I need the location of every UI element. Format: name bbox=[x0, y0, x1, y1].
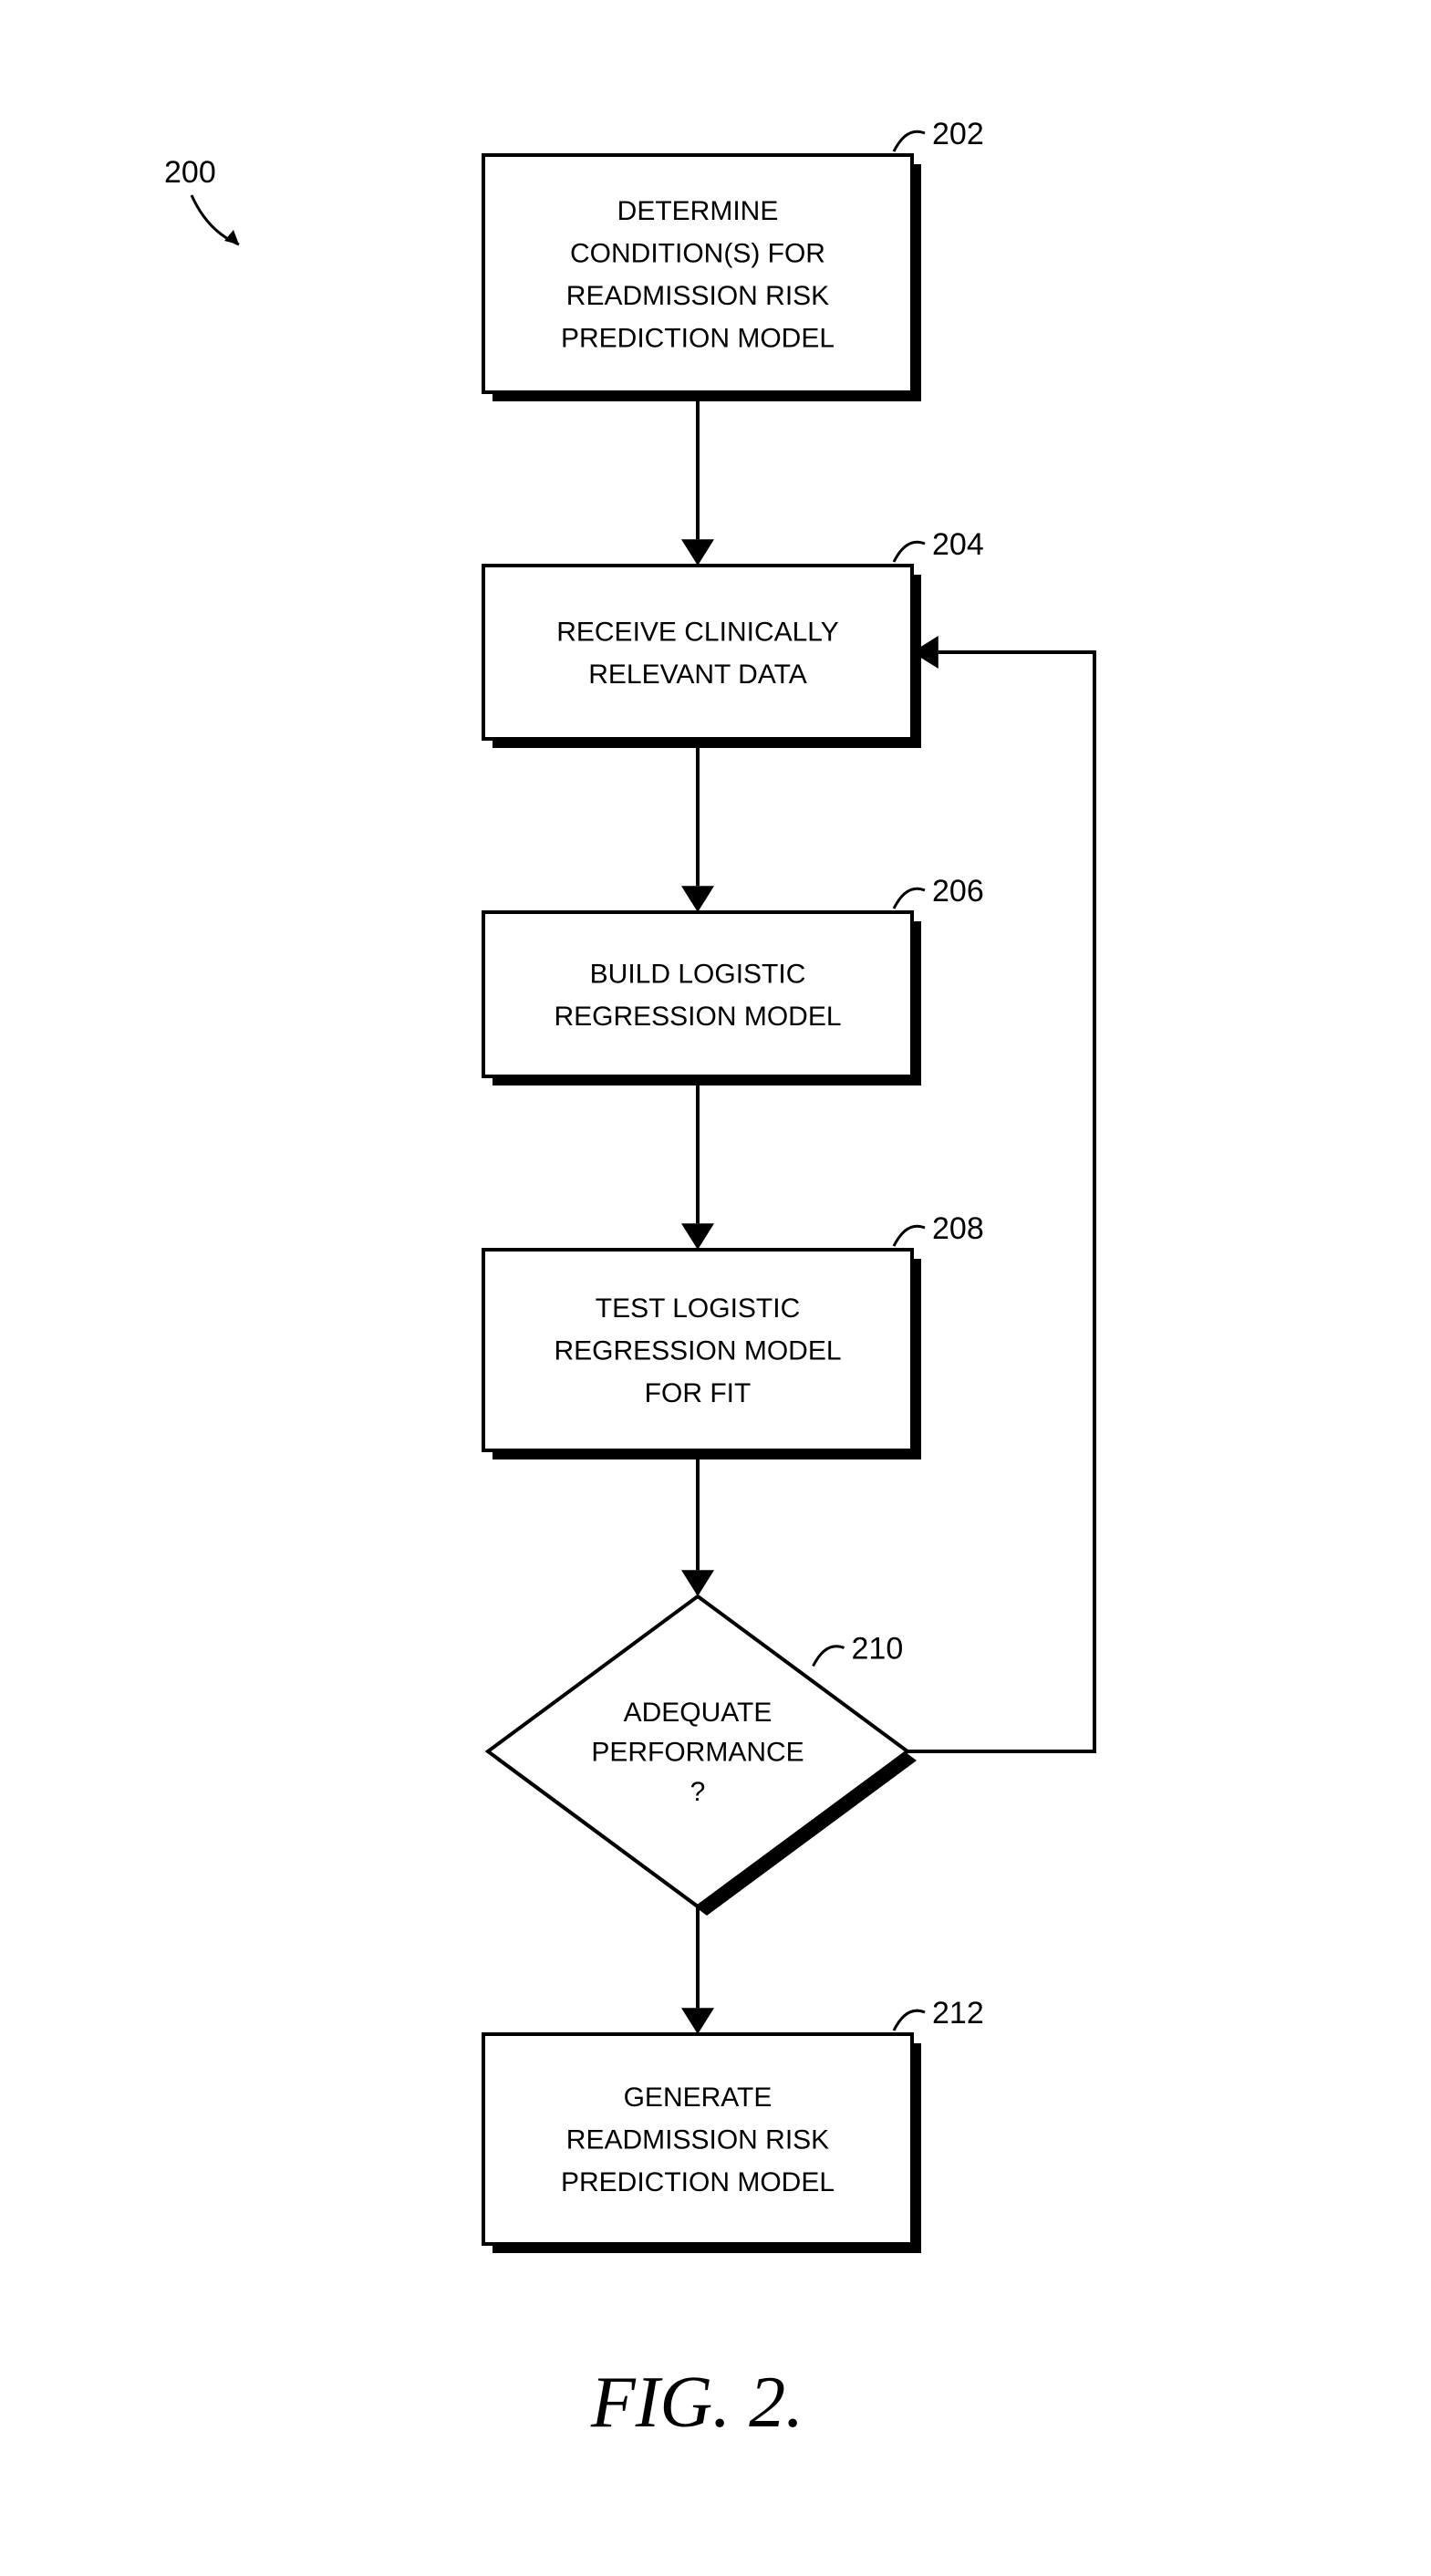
svg-text:FOR FIT: FOR FIT bbox=[645, 1378, 752, 1408]
svg-text:PREDICTION MODEL: PREDICTION MODEL bbox=[561, 323, 835, 353]
svg-text:RELEVANT DATA: RELEVANT DATA bbox=[588, 660, 807, 690]
svg-text:READMISSION RISK: READMISSION RISK bbox=[566, 281, 829, 311]
svg-text:200: 200 bbox=[164, 155, 216, 190]
svg-text:208: 208 bbox=[932, 1211, 984, 1246]
svg-text:210: 210 bbox=[852, 1632, 904, 1667]
svg-text:212: 212 bbox=[932, 1996, 984, 2031]
svg-text:206: 206 bbox=[932, 874, 984, 909]
svg-text:PERFORMANCE: PERFORMANCE bbox=[591, 1738, 804, 1768]
svg-text:READMISSION RISK: READMISSION RISK bbox=[566, 2125, 829, 2155]
svg-text:ADEQUATE: ADEQUATE bbox=[624, 1698, 773, 1728]
svg-text:PREDICTION MODEL: PREDICTION MODEL bbox=[561, 2167, 835, 2197]
svg-text:TEST LOGISTIC: TEST LOGISTIC bbox=[596, 1293, 801, 1324]
svg-text:FIG. 2.: FIG. 2. bbox=[590, 2363, 804, 2443]
svg-text:RECEIVE CLINICALLY: RECEIVE CLINICALLY bbox=[556, 617, 839, 647]
svg-text:?: ? bbox=[690, 1777, 706, 1807]
svg-text:REGRESSION MODEL: REGRESSION MODEL bbox=[554, 1002, 841, 1032]
svg-text:BUILD LOGISTIC: BUILD LOGISTIC bbox=[590, 959, 806, 989]
svg-text:DETERMINE: DETERMINE bbox=[617, 196, 779, 226]
svg-text:CONDITION(S) FOR: CONDITION(S) FOR bbox=[570, 238, 825, 268]
svg-text:GENERATE: GENERATE bbox=[624, 2083, 773, 2113]
svg-text:204: 204 bbox=[932, 527, 984, 562]
svg-text:202: 202 bbox=[932, 117, 984, 151]
svg-text:REGRESSION MODEL: REGRESSION MODEL bbox=[554, 1336, 841, 1366]
